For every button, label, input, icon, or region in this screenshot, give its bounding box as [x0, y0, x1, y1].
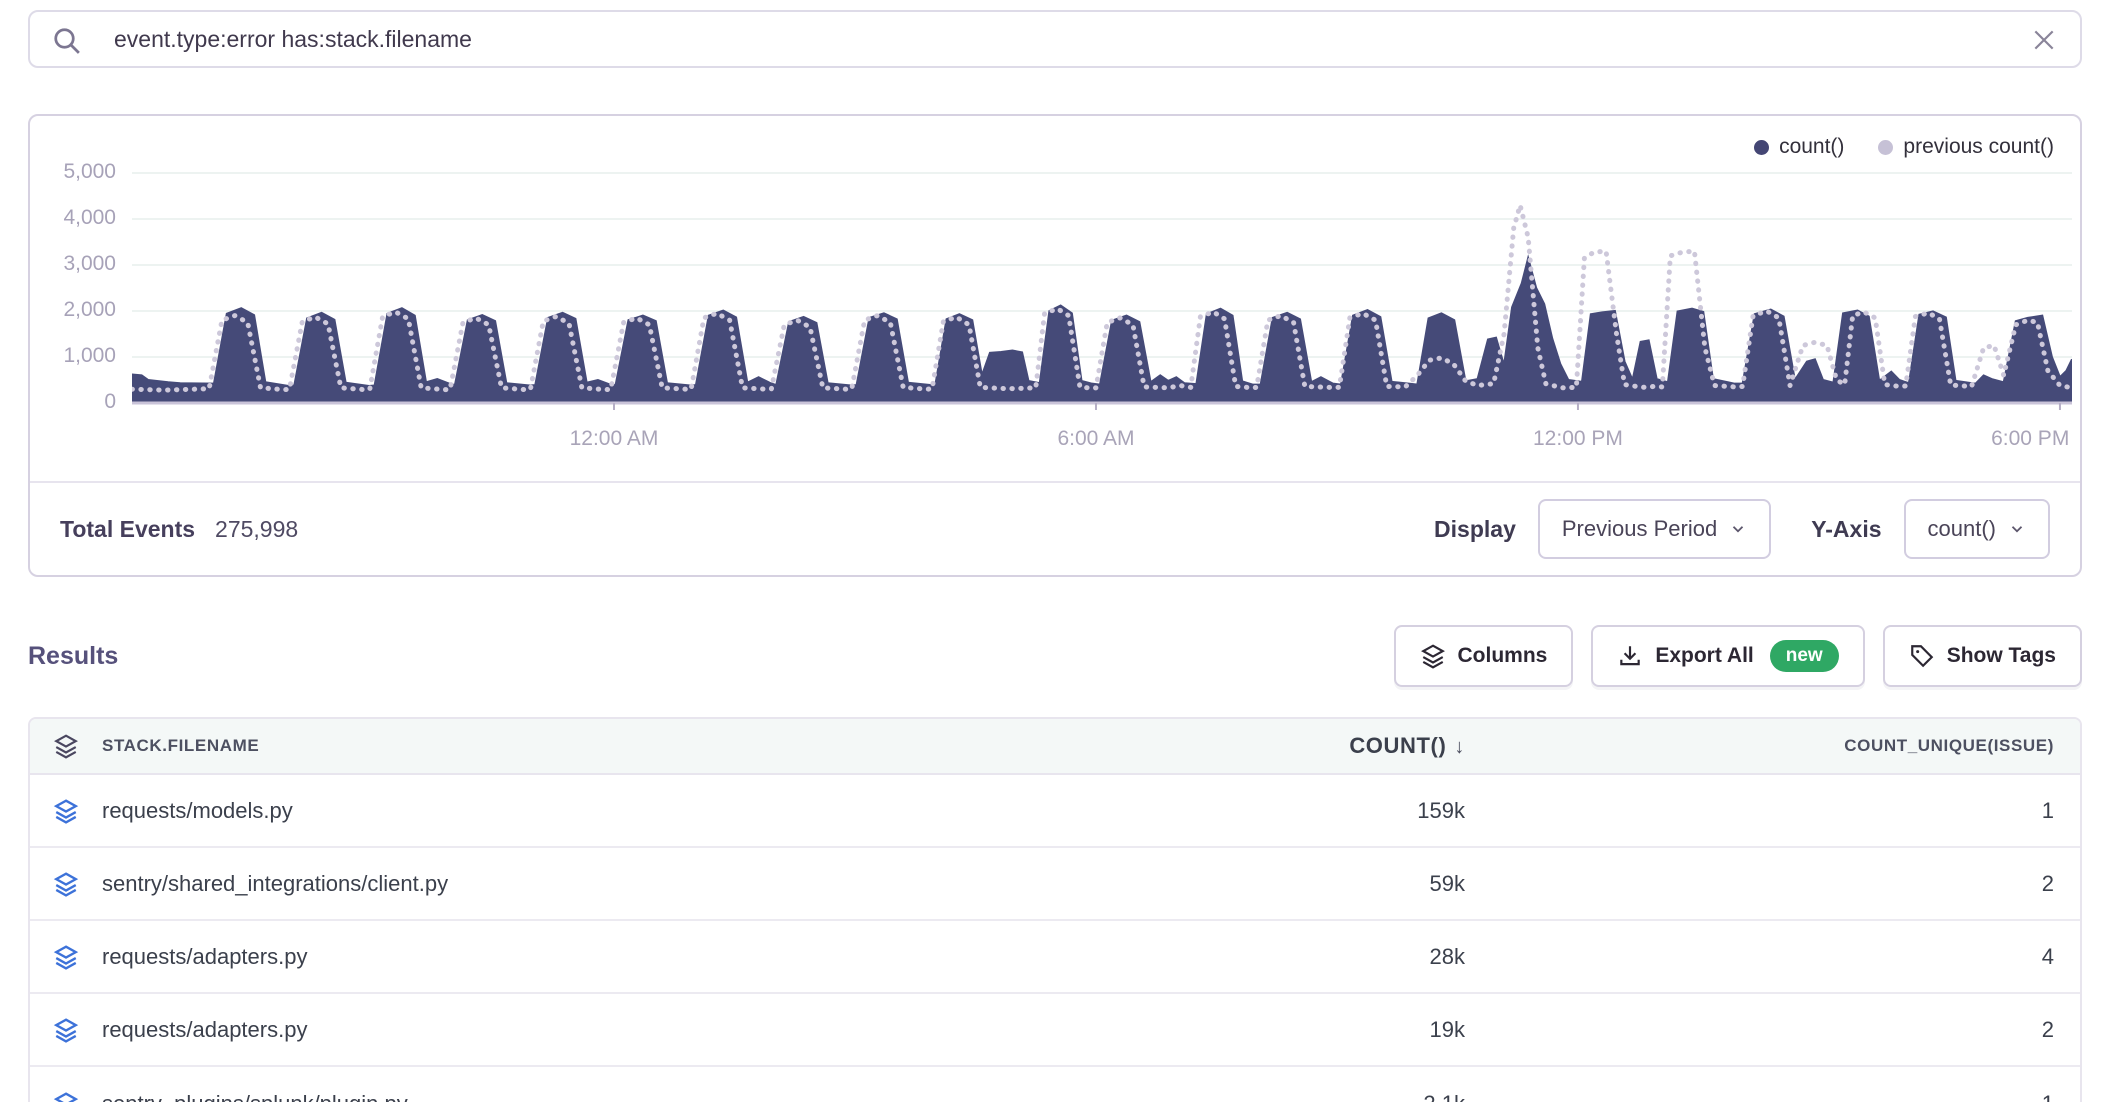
cell-stack-filename[interactable]: sentry/shared_integrations/client.py: [102, 870, 449, 896]
cell-stack-filename[interactable]: sentry_plugins/splunk/plugin.py: [102, 1091, 1125, 1102]
y-axis-select[interactable]: count(): [1903, 499, 2050, 559]
show-tags-button-label: Show Tags: [1946, 644, 2056, 667]
x-axis-tick-label: 12:00 PM: [1533, 427, 1623, 450]
total-events-value: 275,998: [215, 515, 299, 542]
new-badge: new: [1769, 640, 1839, 672]
chart-plot: [129, 166, 2075, 415]
legend-label: previous count(): [1903, 135, 2054, 158]
cell-count[interactable]: 19k: [1429, 1016, 1465, 1042]
table-row: requests/adapters.py 28k 4: [30, 921, 2080, 994]
download-icon: [1620, 646, 1641, 666]
total-events-label: Total Events: [60, 515, 196, 542]
y-axis-tick-label: 5,000: [63, 160, 116, 183]
sort-desc-icon: ↓: [1454, 736, 1465, 758]
cell-stack-filename[interactable]: requests/models.py: [102, 797, 293, 823]
count-header-label: COUNT(): [1349, 733, 1447, 758]
cell-stack-filename[interactable]: requests/adapters.py: [102, 1016, 308, 1042]
cell-count-unique-issue[interactable]: 1: [1465, 1091, 2080, 1102]
x-axis-tick-label: 6:00 AM: [1057, 427, 1135, 450]
display-label: Display: [1434, 515, 1516, 542]
table-row: sentry/shared_integrations/client.py 59k 2: [30, 848, 2080, 921]
row-layers-icon[interactable]: [30, 1017, 102, 1043]
export-all-button[interactable]: Export All new: [1591, 625, 1865, 687]
chart-y-axis-labels: 0 1,000 2,000 3,000 4,000 5,000: [30, 160, 132, 413]
y-axis-label: Y-Axis: [1811, 515, 1882, 542]
cell-count[interactable]: 159k: [1417, 797, 1465, 823]
table-row: sentry_plugins/splunk/plugin.py2.1k1: [30, 1067, 2080, 1102]
chart-legend: count() previous count(): [30, 116, 2080, 162]
row-layers-icon[interactable]: [30, 1091, 102, 1102]
column-header-stack-filename[interactable]: STACK.FILENAME: [102, 736, 260, 755]
results-table-header: STACK.FILENAME COUNT() ↓ COUNT_UNIQUE(ISS…: [30, 719, 2080, 775]
x-axis-tick-label: 12:00 AM: [569, 427, 659, 450]
events-chart-panel: count() previous count() 0 1,000 2,000 3,00…: [28, 114, 2082, 577]
chevron-down-icon: [1733, 526, 1744, 533]
export-all-button-label: Export All: [1655, 644, 1754, 667]
table-row: requests/adapters.py 19k 2: [30, 994, 2080, 1067]
cell-count-unique-issue[interactable]: 4: [2041, 943, 2054, 969]
cell-count-unique-issue[interactable]: 2: [2041, 1016, 2054, 1042]
y-axis-tick-label: 1,000: [63, 344, 116, 367]
x-axis-tick-label: 6:00 PM: [1991, 427, 2070, 450]
cell-count-unique-issue[interactable]: 1: [2041, 797, 2054, 823]
chart-footer: Total Events 275,998 Display Previous Pe…: [30, 481, 2080, 575]
chart-svg[interactable]: [129, 166, 2075, 410]
columns-button-label: Columns: [1457, 644, 1548, 667]
results-heading: Results: [28, 641, 119, 670]
row-layers-icon[interactable]: [30, 798, 102, 824]
cell-stack-filename[interactable]: requests/adapters.py: [102, 943, 308, 969]
search-bar: [28, 10, 2082, 68]
cell-count-unique-issue[interactable]: 2: [2041, 870, 2054, 896]
legend-label: count(): [1779, 135, 1845, 158]
display-select[interactable]: Previous Period: [1537, 499, 1772, 559]
tag-icon: [1910, 645, 1933, 668]
header-layers-icon[interactable]: [30, 733, 102, 759]
legend-item-count[interactable]: count(): [1754, 132, 1844, 162]
search-icon: [54, 28, 80, 54]
results-table-body: requests/models.py 159k 1 sentry/shared_int…: [30, 775, 2080, 1102]
display-selected-value: Previous Period: [1561, 516, 1718, 541]
events-area-chart: 0 1,000 2,000 3,000 4,000 5,000: [30, 160, 2080, 415]
previous-count-series-dot-icon: [1878, 139, 1894, 155]
count-series-dot-icon: [1754, 139, 1770, 155]
table-row: requests/models.py 159k 1: [30, 775, 2080, 848]
row-layers-icon[interactable]: [30, 871, 102, 897]
layers-icon: [1420, 644, 1445, 669]
results-table: STACK.FILENAME COUNT() ↓ COUNT_UNIQUE(ISS…: [28, 717, 2082, 1102]
y-axis-tick-label: 4,000: [63, 206, 116, 229]
chevron-down-icon: [2011, 526, 2023, 533]
y-axis-tick-label: 3,000: [63, 252, 116, 275]
column-header-count[interactable]: COUNT() ↓: [1125, 733, 1465, 759]
legend-item-previous-count[interactable]: previous count(): [1878, 132, 2054, 162]
chart-x-axis-labels: 12:00 AM 6:00 AM 12:00 PM 6:00 PM: [132, 415, 2080, 457]
columns-button[interactable]: Columns: [1393, 625, 1574, 687]
search-input[interactable]: [30, 25, 2080, 53]
y-axis-tick-label: 2,000: [63, 298, 116, 321]
cell-count[interactable]: 2.1k: [1125, 1091, 1465, 1102]
column-header-count-unique-issue[interactable]: COUNT_UNIQUE(ISSUE): [1844, 736, 2054, 755]
y-axis-selected-value: count(): [1927, 516, 1996, 541]
cell-count[interactable]: 59k: [1429, 870, 1465, 896]
search-clear-icon[interactable]: [2028, 24, 2060, 56]
y-axis-tick-label: 0: [104, 390, 116, 413]
show-tags-button[interactable]: Show Tags: [1882, 625, 2082, 687]
row-layers-icon[interactable]: [30, 944, 102, 970]
cell-count[interactable]: 28k: [1429, 943, 1465, 969]
